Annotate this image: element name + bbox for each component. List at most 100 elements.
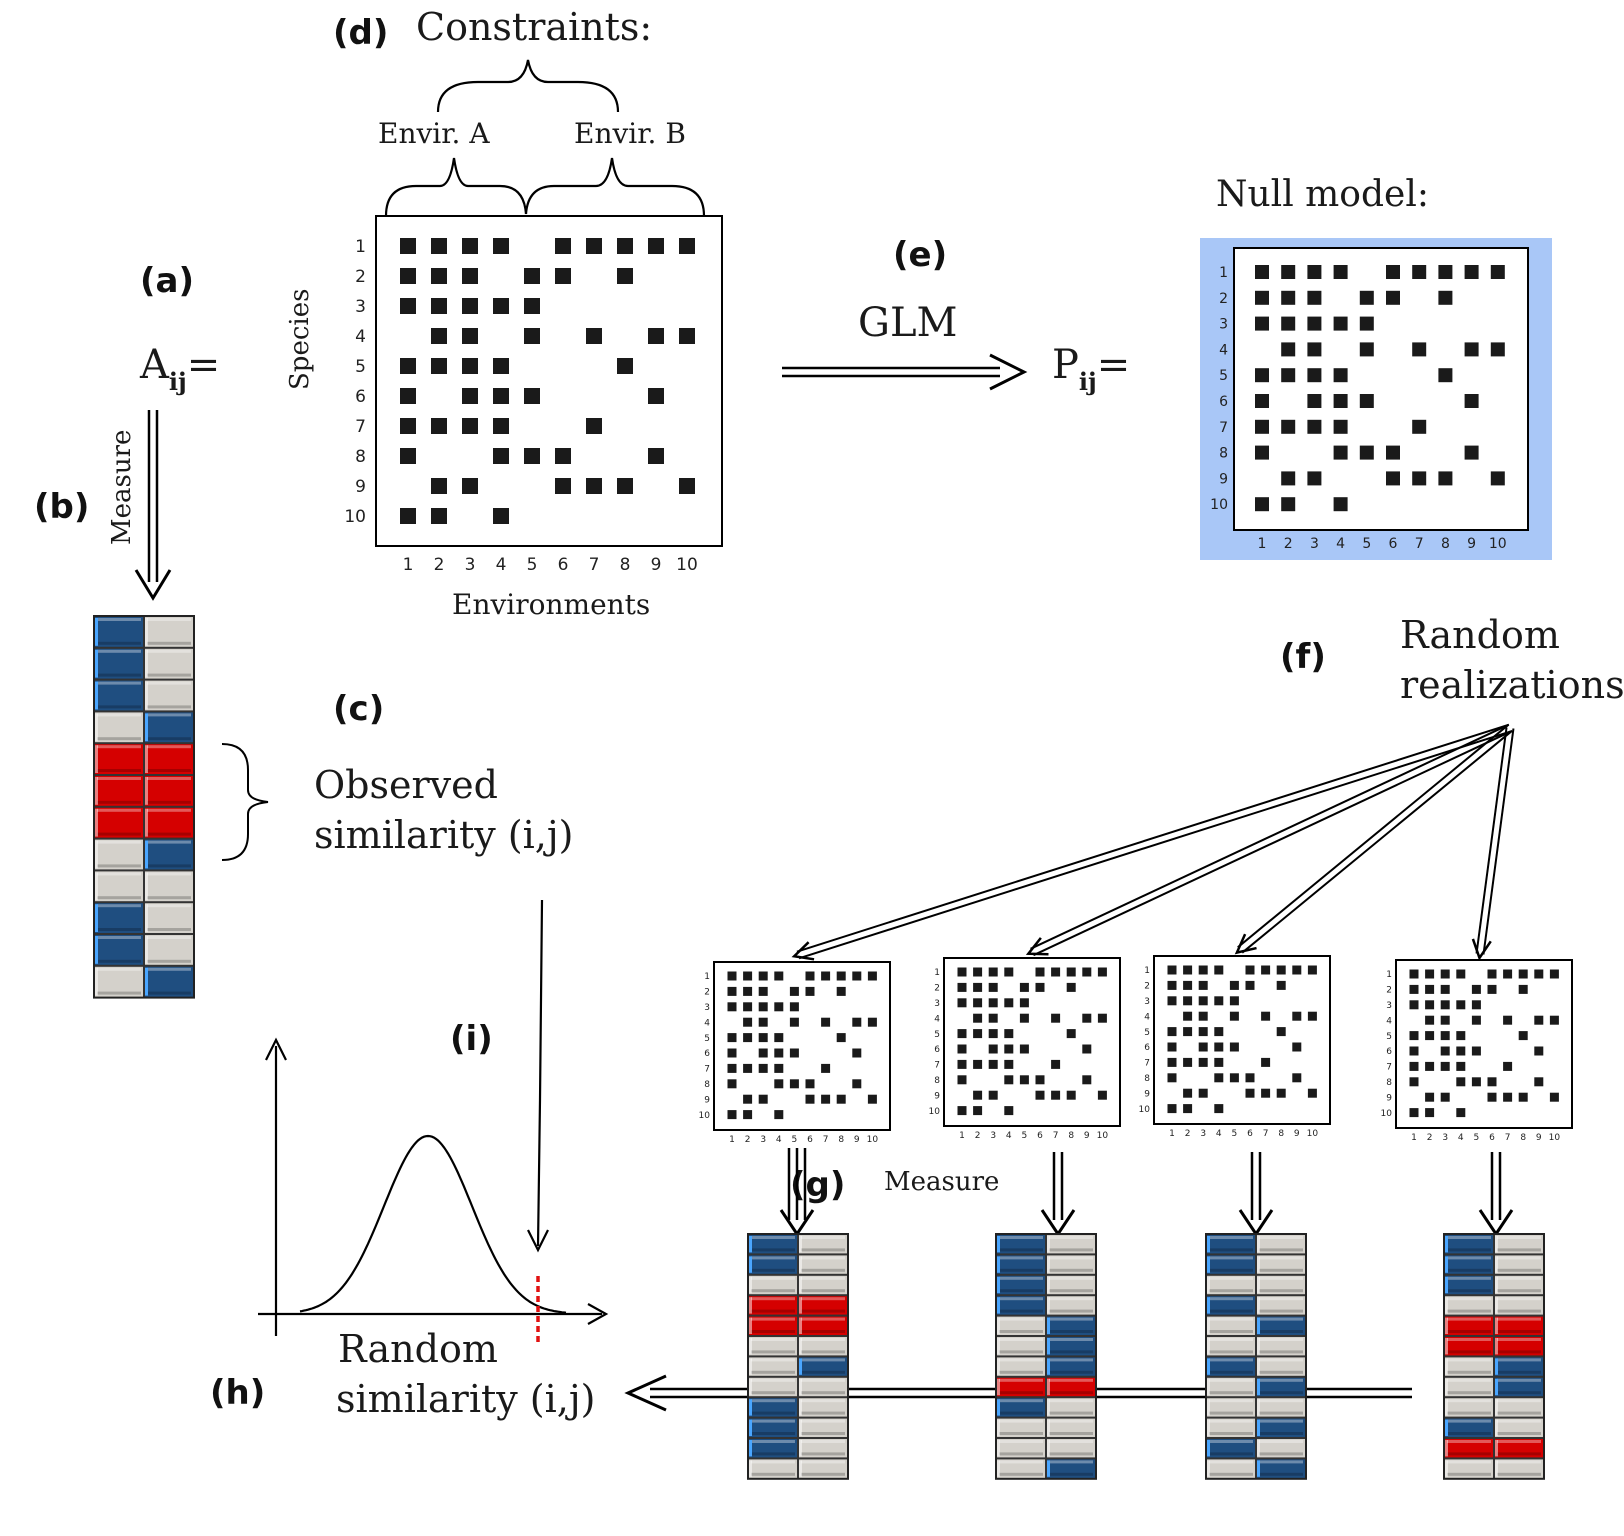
matrix-cell	[758, 1063, 768, 1073]
row-tick-label: 2	[1144, 982, 1150, 992]
col-tick-label: 10	[676, 555, 698, 575]
matrix-cell	[1333, 368, 1348, 383]
matrix-cell	[1503, 1092, 1513, 1102]
col-tick-label: 6	[558, 555, 569, 575]
matrix-cell	[617, 268, 633, 284]
matrix-cell	[836, 1094, 846, 1104]
matrix-cell	[1255, 419, 1269, 434]
strip-cell	[95, 966, 143, 997]
strip-cell	[1445, 1357, 1493, 1376]
matrix-cell	[852, 971, 862, 981]
strip-cell	[1445, 1296, 1493, 1315]
matrix-cell	[1549, 1015, 1559, 1025]
matrix-cell	[1471, 1046, 1481, 1056]
fan-arrow-head	[1471, 938, 1492, 961]
matrix-cell	[867, 1017, 877, 1027]
matrix-cell	[648, 448, 664, 464]
matrix-cell	[1229, 1011, 1239, 1021]
matrix-cell	[1307, 419, 1322, 434]
matrix-cell	[789, 1017, 799, 1027]
matrix-cell	[1464, 394, 1479, 408]
row-tick-label: 3	[355, 297, 366, 317]
strip-cell	[1207, 1255, 1255, 1274]
envir-a-label: Envir. A	[378, 117, 490, 150]
matrix-cell	[400, 268, 416, 284]
matrix-frame	[713, 961, 891, 1131]
random-matrices: 1122334455667788991010112233445566778899…	[699, 955, 1573, 1145]
matrix-cell	[1214, 1027, 1224, 1037]
strip-cell	[799, 1377, 847, 1397]
null-model-matrix: 1 1 2 2 3 3 4 4 5 5 6 6 7 7 8 8 9 9 10 10	[1200, 238, 1552, 560]
row-tick-label: 8	[355, 447, 366, 467]
matrix-cell	[1261, 1011, 1271, 1021]
matrix-cell	[1409, 984, 1419, 994]
matrix-cell	[836, 971, 846, 981]
random-strip-3	[1205, 1233, 1307, 1480]
matrix-cell	[1183, 965, 1193, 975]
row-tick-label: 7	[934, 1061, 940, 1071]
col-tick-label: 2	[1284, 536, 1293, 552]
matrix-cell	[1276, 965, 1286, 975]
matrix-cell	[462, 478, 478, 494]
matrix-cell	[1019, 1075, 1029, 1085]
col-tick-label: 4	[1336, 536, 1345, 552]
matrix-cell	[617, 238, 633, 254]
row-tick-label: 1	[1386, 970, 1392, 980]
matrix-cell	[1307, 290, 1322, 305]
matrix-cell	[1245, 1088, 1255, 1098]
matrix-cell	[493, 358, 509, 374]
matrix-cell	[988, 1044, 998, 1054]
matrix-cell	[431, 328, 447, 344]
strip-cell	[1257, 1255, 1305, 1274]
matrix-cell	[1198, 1027, 1208, 1037]
matrix-cell	[1456, 1077, 1466, 1087]
matrix-cell	[727, 1048, 737, 1058]
strip-cell	[1047, 1398, 1095, 1417]
strip-cell	[1257, 1275, 1305, 1295]
matrix-cell	[1051, 1059, 1061, 1069]
label-i: (i)	[450, 1019, 493, 1059]
matrix-cell	[727, 986, 737, 996]
matrix-cell	[1167, 1104, 1177, 1114]
matrix-cell	[1167, 965, 1177, 975]
measure-label-g: Measure	[884, 1167, 999, 1197]
fan-arrow-line	[1030, 723, 1509, 950]
strip-cell	[1495, 1357, 1543, 1376]
row-tick-label: 3	[934, 999, 940, 1009]
matrix-cell	[1097, 1090, 1107, 1100]
matrix-cell	[867, 971, 877, 981]
row-tick-label: 4	[934, 1014, 940, 1024]
aij-formula: Aij=	[139, 342, 220, 396]
matrix-cell	[1097, 967, 1107, 977]
observed-similarity-line1: Observed	[314, 763, 498, 807]
matrix-cell	[774, 1079, 784, 1089]
strip-cell	[997, 1255, 1045, 1274]
matrix-cell	[1004, 1059, 1014, 1069]
matrix-cell	[679, 238, 695, 254]
row-tick-label: 10	[344, 507, 366, 527]
strip-cell	[749, 1377, 797, 1397]
strip-cell	[1207, 1296, 1255, 1315]
matrix-cell	[555, 268, 571, 284]
row-tick-label: 2	[704, 988, 710, 998]
row-tick-label: 5	[355, 357, 366, 377]
matrix-cell	[1245, 980, 1255, 990]
matrix-cell	[1004, 1044, 1014, 1054]
matrix-cell	[1409, 1108, 1419, 1118]
col-tick-label: 8	[1068, 1131, 1074, 1141]
strip-cell	[749, 1275, 797, 1295]
strip-cell	[95, 935, 143, 965]
strip-cell	[145, 871, 193, 902]
strip-cell	[799, 1337, 847, 1356]
col-tick-label: 3	[760, 1135, 766, 1145]
strip-cell	[749, 1337, 797, 1356]
fan-arrow-line	[1475, 727, 1508, 954]
label-d: (d)	[333, 13, 388, 53]
random-similarity-line1: Random	[338, 1327, 498, 1371]
strip-cell	[1495, 1275, 1543, 1295]
matrix-cell	[743, 986, 753, 996]
col-tick-label: 4	[1216, 1129, 1222, 1139]
matrix-cell	[743, 1094, 753, 1104]
matrix-cell	[524, 268, 540, 284]
row-tick-label: 1	[704, 972, 710, 982]
